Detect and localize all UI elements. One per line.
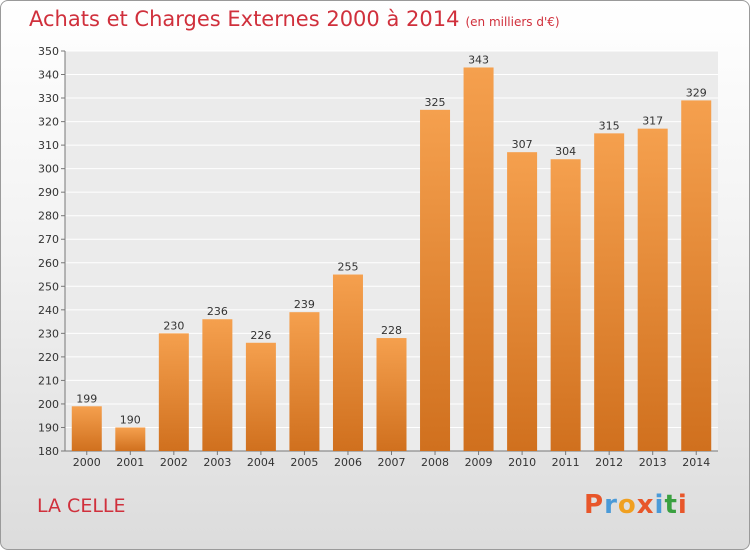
bar-2004 bbox=[245, 342, 276, 451]
y-tick-label: 330 bbox=[38, 92, 59, 105]
y-tick-label: 290 bbox=[38, 186, 59, 199]
unit-label: (en milliers d'€) bbox=[465, 15, 560, 29]
bar-2001 bbox=[115, 427, 146, 451]
y-tick-label: 270 bbox=[38, 233, 59, 246]
bar-2011 bbox=[550, 159, 581, 451]
y-tick-label: 240 bbox=[38, 304, 59, 317]
y-tick-label: 260 bbox=[38, 257, 59, 270]
place-name: LA CELLE bbox=[37, 495, 126, 517]
x-tick-label-2011: 2011 bbox=[552, 456, 580, 469]
data-label-2005: 239 bbox=[294, 298, 315, 311]
bar-2007 bbox=[376, 338, 407, 451]
y-tick-label: 340 bbox=[38, 69, 59, 82]
data-label-2000: 199 bbox=[76, 392, 97, 405]
y-tick-label: 220 bbox=[38, 351, 59, 364]
logo-letter: i bbox=[677, 490, 688, 520]
bar-2002 bbox=[158, 333, 189, 451]
data-label-2002: 230 bbox=[163, 319, 184, 332]
data-label-2004: 226 bbox=[250, 329, 271, 342]
data-label-2013: 317 bbox=[642, 115, 663, 128]
data-label-2012: 315 bbox=[599, 119, 620, 132]
logo-letter: x bbox=[636, 490, 655, 520]
bar-2005 bbox=[289, 312, 320, 451]
x-tick-label-2009: 2009 bbox=[465, 456, 493, 469]
y-tick-label: 300 bbox=[38, 163, 59, 176]
bar-2010 bbox=[507, 152, 538, 452]
x-tick-label-2003: 2003 bbox=[203, 456, 231, 469]
proxiti-logo: Proxiti bbox=[584, 490, 688, 520]
x-tick-label-2005: 2005 bbox=[290, 456, 318, 469]
data-label-2009: 343 bbox=[468, 53, 489, 66]
bars bbox=[71, 67, 712, 452]
bar-2000 bbox=[71, 406, 102, 451]
data-label-2010: 307 bbox=[512, 138, 533, 151]
logo-letter: o bbox=[617, 490, 637, 520]
bar-2008 bbox=[420, 109, 451, 451]
bar-2013 bbox=[637, 128, 668, 451]
data-label-2008: 325 bbox=[425, 96, 446, 109]
data-label-2001: 190 bbox=[120, 413, 141, 426]
x-tick-label-2013: 2013 bbox=[639, 456, 667, 469]
data-label-2007: 228 bbox=[381, 324, 402, 337]
bar-2006 bbox=[332, 274, 363, 451]
logo-letter: r bbox=[604, 490, 618, 520]
bar-2012 bbox=[594, 133, 625, 451]
x-tick-label-2006: 2006 bbox=[334, 456, 362, 469]
y-tick-label: 200 bbox=[38, 398, 59, 411]
data-label-2006: 255 bbox=[337, 261, 358, 274]
y-tick-label: 190 bbox=[38, 421, 59, 434]
x-tick-label-2010: 2010 bbox=[508, 456, 536, 469]
bar-2003 bbox=[202, 319, 233, 451]
y-tick-label: 180 bbox=[38, 445, 59, 458]
y-tick-label: 230 bbox=[38, 327, 59, 340]
chart-title: Achats et Charges Externes 2000 à 2014 (e… bbox=[29, 7, 560, 31]
y-tick-label: 310 bbox=[38, 139, 59, 152]
logo-letter: i bbox=[654, 490, 665, 520]
bar-2014 bbox=[681, 100, 712, 451]
y-tick-label: 320 bbox=[38, 116, 59, 129]
y-tick-label: 350 bbox=[38, 45, 59, 58]
x-tick-label-2001: 2001 bbox=[116, 456, 144, 469]
data-label-2003: 236 bbox=[207, 305, 228, 318]
logo-letter: P bbox=[584, 490, 605, 520]
x-tick-label-2012: 2012 bbox=[595, 456, 623, 469]
y-tick-label: 250 bbox=[38, 280, 59, 293]
x-tick-label-2002: 2002 bbox=[160, 456, 188, 469]
data-label-2014: 329 bbox=[686, 86, 707, 99]
y-tick-label: 280 bbox=[38, 210, 59, 223]
axes: 180 190 200 210 220 230 240 250 260 270 280 290 300 3… bbox=[38, 45, 718, 469]
logo-letter: t bbox=[664, 490, 678, 520]
y-tick-label: 210 bbox=[38, 374, 59, 387]
x-tick-label-2000: 2000 bbox=[73, 456, 101, 469]
x-tick-label-2007: 2007 bbox=[378, 456, 406, 469]
x-tick-label-2004: 2004 bbox=[247, 456, 275, 469]
data-label-2011: 304 bbox=[555, 145, 576, 158]
x-tick-label-2008: 2008 bbox=[421, 456, 449, 469]
x-tick-label-2014: 2014 bbox=[682, 456, 710, 469]
data-labels: 199 190 230 236 226 239 255 228 325 343 307 304 315 3… bbox=[76, 53, 706, 426]
bar-2009 bbox=[463, 67, 494, 452]
